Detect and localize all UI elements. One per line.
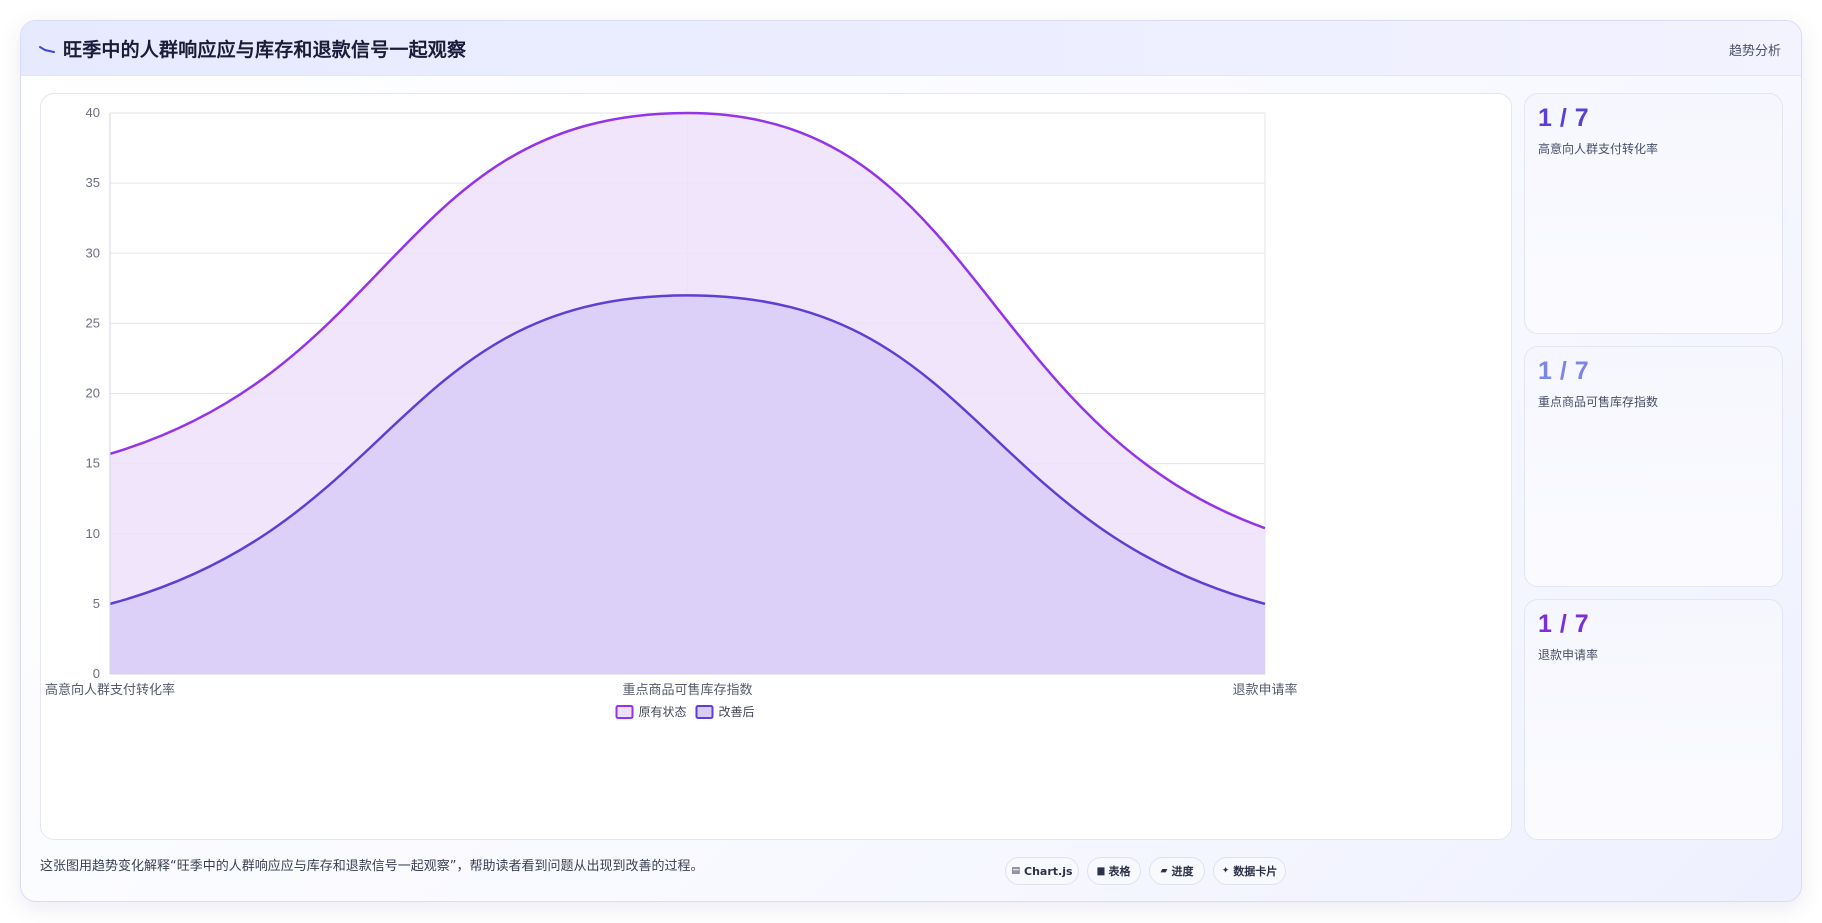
y-tick-label: 20	[86, 386, 100, 401]
kpi-card-refund: 1 / 7 退款申请率	[1524, 599, 1783, 840]
kpi-card-inventory: 1 / 7 重点商品可售库存指数	[1524, 346, 1783, 587]
x-tick-label: 重点商品可售库存指数	[622, 682, 752, 698]
chip-label: 表格	[1108, 865, 1131, 878]
table-chip[interactable]: ▆ 表格	[1087, 857, 1141, 885]
chartjs-chip[interactable]: ▤ Chart.js	[1005, 857, 1079, 885]
y-tick-label: 15	[86, 456, 100, 471]
progress-chip[interactable]: ▰ 进度	[1149, 857, 1205, 885]
series-line	[109, 294, 1266, 606]
chart-description: 这张图用趋势变化解释“旺季中的人群响应应与库存和退款信号一起观察”，帮助读者看到…	[40, 859, 704, 874]
series-area	[110, 295, 1265, 674]
y-tick-label: 40	[86, 105, 100, 120]
table-icon: ▆	[1097, 866, 1105, 876]
trend-icon	[39, 46, 55, 53]
y-tick-label: 35	[86, 175, 100, 190]
chip-label: 数据卡片	[1233, 865, 1278, 878]
legend-label: 原有状态	[639, 705, 687, 719]
legend-swatch	[615, 705, 634, 719]
data-card-icon: ✦	[1221, 866, 1230, 876]
progress-icon: ▰	[1160, 866, 1168, 876]
x-tick-label: 退款申请率	[1232, 682, 1297, 698]
y-tick-label: 0	[93, 666, 100, 681]
chart-area: 0 5 10 15 20 25 30 35 40 高意向人群支付转化率 重点商品可售库存指数 退款申请…	[40, 93, 1512, 840]
y-tick-label: 5	[93, 596, 100, 611]
chip-label: Chart.js	[1024, 864, 1073, 878]
y-tick-label: 10	[86, 526, 100, 541]
legend-label: 改善后	[719, 704, 755, 719]
x-tick-label: 高意向人群支付转化率	[45, 682, 175, 698]
y-tick-label: 25	[86, 315, 100, 330]
chart-card: 旺季中的人群响应应与库存和退款信号一起观察 趋势分析 0 5 10 15 20 25 30 3…	[20, 20, 1802, 902]
legend-swatch	[695, 705, 714, 719]
kpi-label: 高意向人群支付转化率	[1538, 142, 1659, 156]
kpi-value: 1 / 7	[1538, 357, 1590, 385]
series-line	[109, 111, 1266, 530]
data-card-chip[interactable]: ✦ 数据卡片	[1213, 857, 1286, 885]
kpi-value: 1 / 7	[1538, 104, 1590, 132]
chip-label: 进度	[1171, 865, 1194, 878]
analysis-tag: 趋势分析	[1728, 44, 1781, 59]
kpi-value: 1 / 7	[1538, 610, 1590, 638]
card-header: 旺季中的人群响应应与库存和退款信号一起观察 趋势分析	[21, 21, 1801, 76]
kpi-card-conversion: 1 / 7 高意向人群支付转化率	[1524, 93, 1783, 334]
page-title: 旺季中的人群响应应与库存和退款信号一起观察	[63, 39, 467, 61]
area-chart: 0 5 10 15 20 25 30 35 40 高意向人群支付转化率 重点商品可售库存指数 退款申请…	[45, 105, 1298, 719]
chart-icon: ▤	[1011, 866, 1020, 876]
kpi-label: 退款申请率	[1538, 648, 1599, 662]
y-tick-label: 30	[86, 245, 100, 260]
kpi-label: 重点商品可售库存指数	[1538, 395, 1659, 409]
